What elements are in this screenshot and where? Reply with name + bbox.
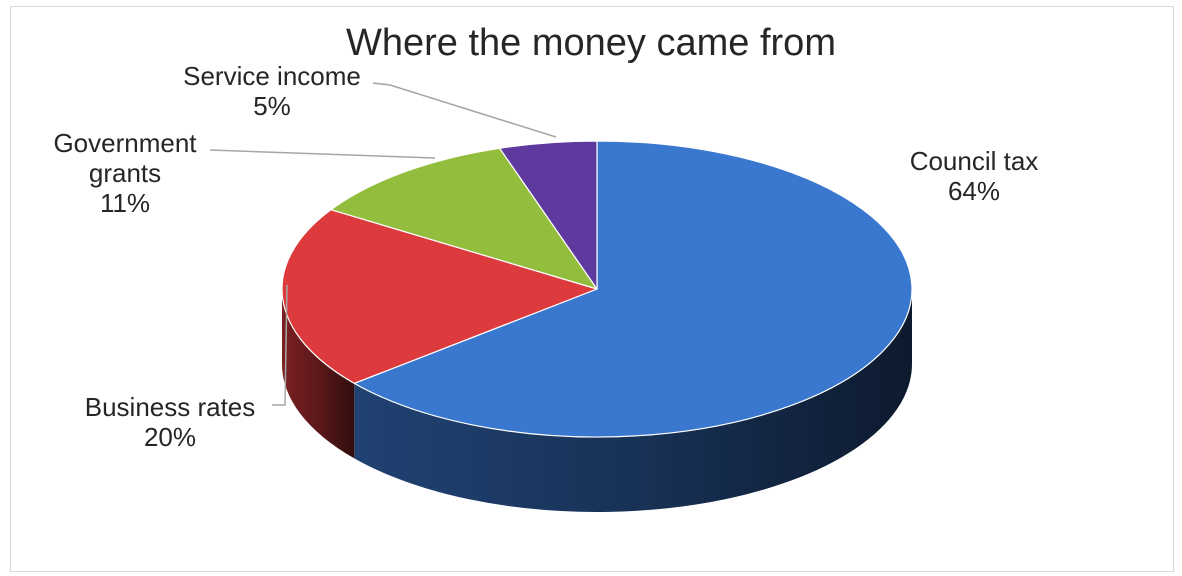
data-label-value-service-income: 5% xyxy=(253,91,291,121)
data-label-category-business-rates: Business rates xyxy=(85,392,256,422)
data-label-value-business-rates: 20% xyxy=(144,422,196,452)
pie-side-council-tax xyxy=(354,289,912,512)
chart-title: Where the money came from xyxy=(346,22,836,64)
data-label-category-council-tax: Council tax xyxy=(910,146,1039,176)
leader-line-government-grants xyxy=(209,149,436,159)
pie-top-faces xyxy=(281,140,913,438)
pie-side-walls xyxy=(282,289,912,512)
data-label-category-government-grants: Government xyxy=(53,128,197,158)
pie-slice-business-rates xyxy=(281,209,598,384)
data-label-value-council-tax: 64% xyxy=(948,176,1000,206)
pie-slice-council-tax xyxy=(353,140,913,438)
data-label-category-government-grants: grants xyxy=(89,158,161,188)
data-label-category-service-income: Service income xyxy=(183,61,361,91)
leader-line-business-rates xyxy=(272,284,288,406)
pie-slice-service-income xyxy=(499,140,598,290)
pie-side-business-rates xyxy=(282,289,355,459)
data-label-value-government-grants: 11% xyxy=(100,188,150,218)
pie-slice-government-grants xyxy=(330,147,598,290)
leader-line-service-income xyxy=(372,82,557,138)
